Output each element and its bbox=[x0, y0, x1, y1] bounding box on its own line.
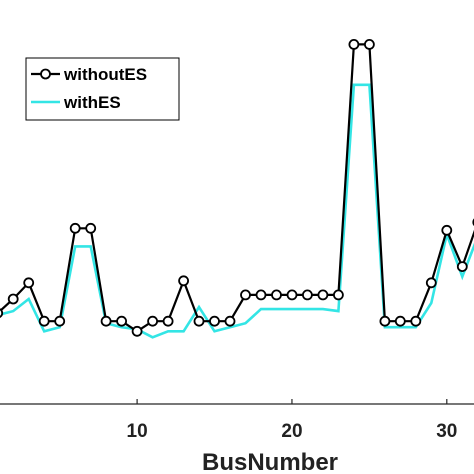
data-point-withoutES bbox=[54, 315, 66, 327]
data-point-withoutES bbox=[116, 315, 127, 327]
legend-label-withES: withES bbox=[63, 93, 121, 112]
data-point-withoutES bbox=[224, 315, 236, 327]
data-point-withoutES bbox=[0, 308, 4, 318]
data-point-withoutES bbox=[193, 315, 205, 327]
data-point-withoutES bbox=[394, 315, 406, 327]
data-point-withoutES bbox=[162, 315, 174, 327]
data-point-withoutES bbox=[286, 289, 298, 301]
legend-marker-withoutES bbox=[40, 68, 51, 80]
x-ticks: 10 20 30 bbox=[127, 399, 457, 442]
x-tick-label: 20 bbox=[281, 421, 302, 442]
data-point-withoutES bbox=[456, 261, 468, 273]
data-point-withoutES bbox=[317, 289, 329, 301]
x-axis-label: BusNumber bbox=[202, 449, 338, 474]
data-point-withoutES bbox=[379, 315, 391, 327]
data-point-withoutES bbox=[38, 315, 50, 327]
data-point-withoutES bbox=[178, 275, 190, 287]
data-point-withoutES bbox=[209, 315, 220, 327]
data-point-withoutES bbox=[332, 289, 344, 301]
data-point-withoutES bbox=[131, 325, 143, 337]
x-tick-label: 30 bbox=[436, 421, 457, 442]
data-point-withoutES bbox=[363, 39, 375, 50]
legend-label-withoutES: withoutES bbox=[63, 65, 147, 84]
data-point-withoutES bbox=[301, 289, 313, 301]
series-line-withES bbox=[0, 83, 474, 339]
data-point-withoutES bbox=[348, 39, 360, 50]
data-point-withoutES bbox=[69, 222, 81, 234]
series-layer bbox=[0, 39, 474, 339]
data-point-withoutES bbox=[441, 224, 453, 236]
data-point-withoutES bbox=[255, 289, 267, 301]
data-point-withoutES bbox=[85, 222, 97, 234]
data-point-withoutES bbox=[240, 289, 251, 301]
data-point-withoutES bbox=[147, 315, 159, 327]
data-point-withoutES bbox=[100, 315, 112, 327]
x-tick-label: 10 bbox=[127, 421, 148, 442]
data-point-withoutES bbox=[23, 277, 35, 289]
legend: withoutES withES bbox=[25, 57, 180, 121]
data-point-withoutES bbox=[425, 277, 437, 289]
data-point-withoutES bbox=[410, 315, 422, 327]
data-point-withoutES bbox=[271, 289, 282, 301]
data-point-withoutES bbox=[7, 293, 19, 305]
legend-box bbox=[25, 57, 180, 121]
